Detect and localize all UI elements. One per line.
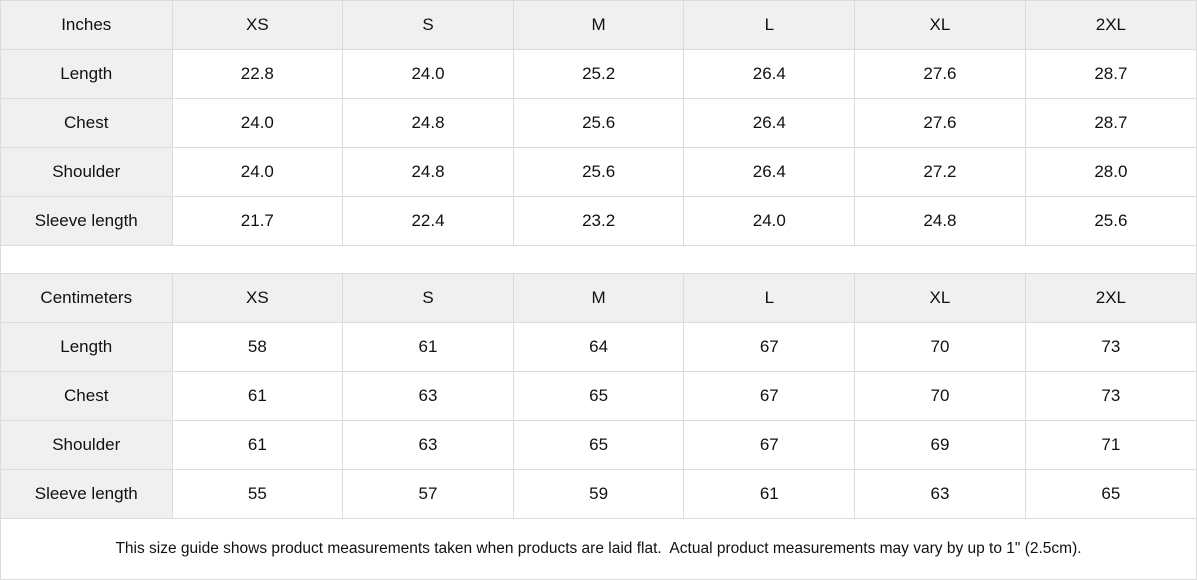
centimeters-table: Centimeters XS S M L XL 2XL Length 58 61… — [1, 273, 1196, 519]
measurement-cell: 22.8 — [171, 48, 344, 99]
measurement-cell: 73 — [1024, 370, 1196, 421]
row-label: Length — [1, 48, 173, 99]
row-label: Chest — [1, 370, 173, 421]
measurement-cell: 23.2 — [512, 195, 685, 246]
table-row-shoulder: Shoulder 24.0 24.8 25.6 26.4 27.2 28.0 — [1, 146, 1196, 197]
row-label: Shoulder — [1, 146, 173, 197]
column-header-l: L — [683, 1, 856, 50]
unit-label-inches: Inches — [1, 1, 173, 50]
measurement-cell: 27.2 — [854, 146, 1026, 197]
column-header-2xl: 2XL — [1024, 1, 1196, 50]
measurement-cell: 63 — [342, 370, 514, 421]
measurement-cell: 65 — [512, 419, 685, 470]
measurement-cell: 24.0 — [171, 146, 344, 197]
measurement-cell: 70 — [854, 321, 1026, 372]
measurement-cell: 65 — [1024, 468, 1196, 519]
measurement-cell: 25.2 — [512, 48, 685, 99]
column-header-xs: XS — [171, 273, 344, 323]
measurement-cell: 25.6 — [512, 146, 685, 197]
table-row-chest: Chest 61 63 65 67 70 73 — [1, 370, 1196, 421]
measurement-cell: 73 — [1024, 321, 1196, 372]
row-label: Shoulder — [1, 419, 173, 470]
measurement-cell: 28.0 — [1024, 146, 1196, 197]
measurement-cell: 70 — [854, 370, 1026, 421]
measurement-cell: 61 — [171, 370, 344, 421]
measurement-cell: 67 — [683, 370, 856, 421]
measurement-cell: 27.6 — [854, 48, 1026, 99]
measurement-cell: 26.4 — [683, 48, 856, 99]
measurement-cell: 61 — [171, 419, 344, 470]
row-label: Sleeve length — [1, 195, 173, 246]
measurement-cell: 63 — [342, 419, 514, 470]
row-label: Chest — [1, 97, 173, 148]
header-row: Inches XS S M L XL 2XL — [1, 1, 1196, 50]
column-header-2xl: 2XL — [1024, 273, 1196, 323]
column-header-xl: XL — [854, 273, 1026, 323]
measurement-cell: 22.4 — [342, 195, 514, 246]
measurement-cell: 28.7 — [1024, 97, 1196, 148]
column-header-l: L — [683, 273, 856, 323]
row-label: Sleeve length — [1, 468, 173, 519]
measurement-cell: 28.7 — [1024, 48, 1196, 99]
table-row-length: Length 58 61 64 67 70 73 — [1, 321, 1196, 372]
column-header-s: S — [342, 273, 514, 323]
column-header-xs: XS — [171, 1, 344, 50]
measurement-cell: 65 — [512, 370, 685, 421]
row-label: Length — [1, 321, 173, 372]
measurement-cell: 27.6 — [854, 97, 1026, 148]
table-row-shoulder: Shoulder 61 63 65 67 69 71 — [1, 419, 1196, 470]
measurement-cell: 67 — [683, 419, 856, 470]
column-header-m: M — [512, 1, 685, 50]
measurement-cell: 26.4 — [683, 97, 856, 148]
measurement-cell: 24.8 — [342, 97, 514, 148]
measurement-cell: 69 — [854, 419, 1026, 470]
measurement-cell: 71 — [1024, 419, 1196, 470]
measurement-cell: 24.0 — [342, 48, 514, 99]
measurement-cell: 24.0 — [683, 195, 856, 246]
measurement-cell: 63 — [854, 468, 1026, 519]
measurement-cell: 21.7 — [171, 195, 344, 246]
column-header-m: M — [512, 273, 685, 323]
measurement-cell: 61 — [683, 468, 856, 519]
measurement-cell: 59 — [512, 468, 685, 519]
measurement-cell: 24.0 — [171, 97, 344, 148]
column-header-xl: XL — [854, 1, 1026, 50]
measurement-cell: 25.6 — [512, 97, 685, 148]
table-row-sleeve-length: Sleeve length 55 57 59 61 63 65 — [1, 468, 1196, 519]
unit-label-centimeters: Centimeters — [1, 273, 173, 323]
measurement-cell: 26.4 — [683, 146, 856, 197]
measurement-cell: 24.8 — [854, 195, 1026, 246]
measurement-cell: 24.8 — [342, 146, 514, 197]
measurement-cell: 64 — [512, 321, 685, 372]
inches-table: Inches XS S M L XL 2XL Length 22.8 24.0 … — [1, 1, 1196, 246]
measurement-cell: 55 — [171, 468, 344, 519]
table-row-length: Length 22.8 24.0 25.2 26.4 27.6 28.7 — [1, 48, 1196, 99]
table-spacer — [1, 245, 1196, 274]
measurement-cell: 67 — [683, 321, 856, 372]
column-header-s: S — [342, 1, 514, 50]
table-row-sleeve-length: Sleeve length 21.7 22.4 23.2 24.0 24.8 2… — [1, 195, 1196, 246]
table-row-chest: Chest 24.0 24.8 25.6 26.4 27.6 28.7 — [1, 97, 1196, 148]
size-guide-note: This size guide shows product measuremen… — [1, 518, 1196, 579]
measurement-cell: 25.6 — [1024, 195, 1196, 246]
measurement-cell: 61 — [342, 321, 514, 372]
header-row: Centimeters XS S M L XL 2XL — [1, 273, 1196, 323]
measurement-cell: 57 — [342, 468, 514, 519]
measurement-cell: 58 — [171, 321, 344, 372]
